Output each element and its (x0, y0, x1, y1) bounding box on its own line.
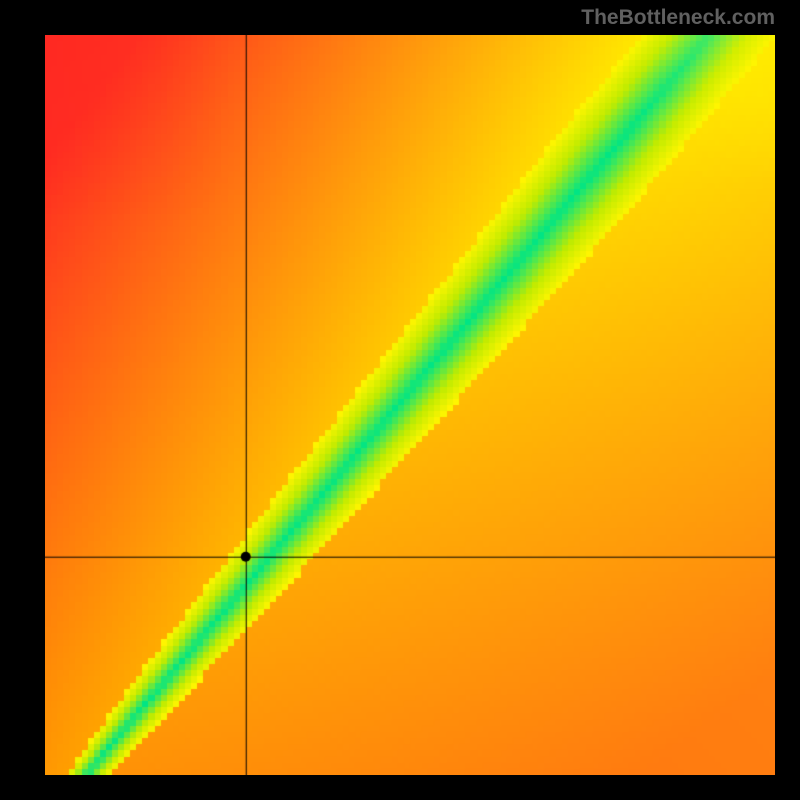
watermark-text: TheBottleneck.com (581, 6, 775, 30)
chart-frame: TheBottleneck.com (0, 0, 800, 800)
crosshair-overlay (45, 35, 775, 775)
